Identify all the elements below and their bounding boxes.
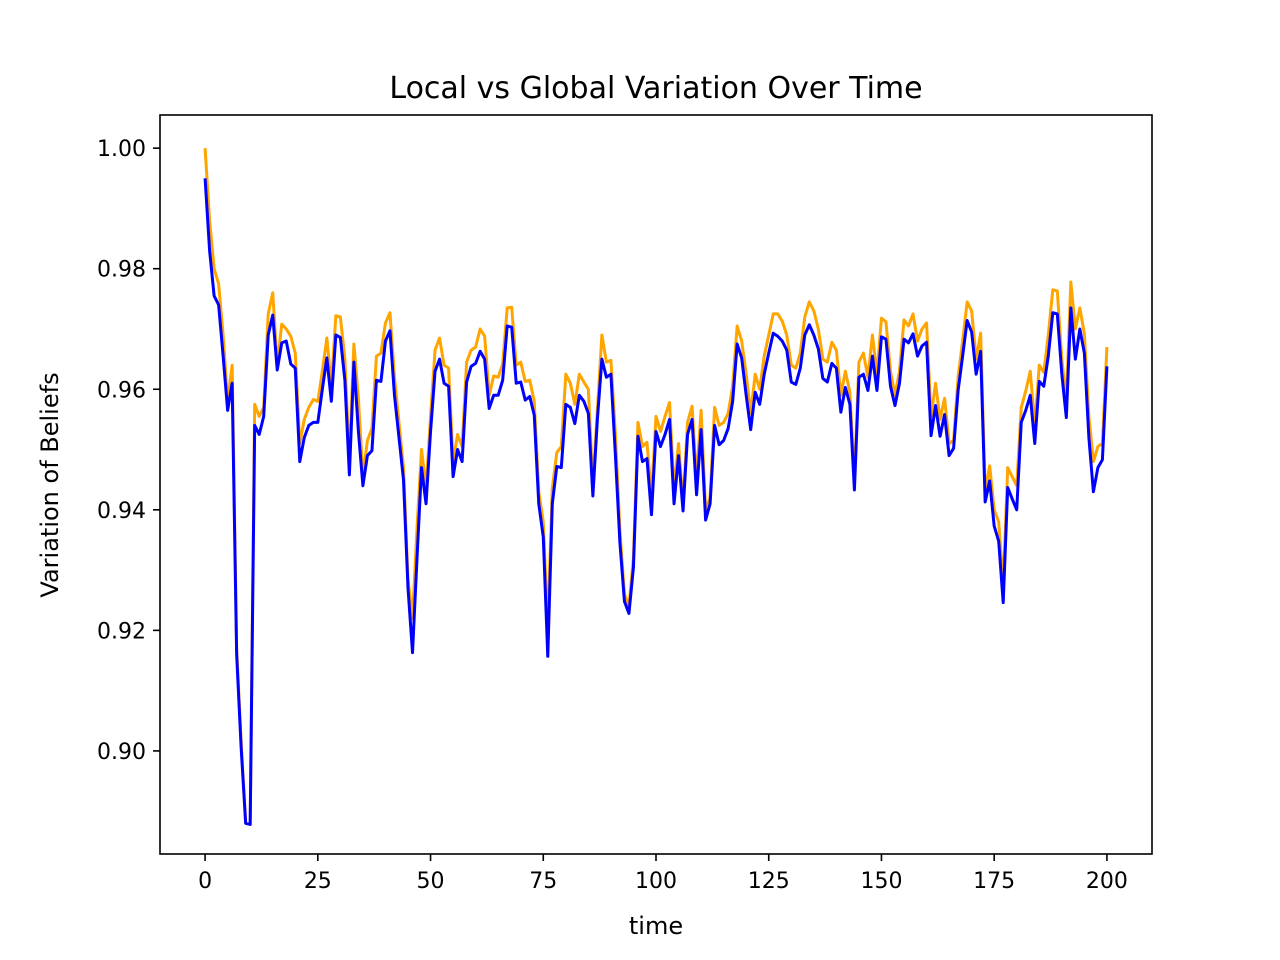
y-tick-label: 0.96 bbox=[97, 378, 146, 403]
x-axis-label: time bbox=[629, 912, 683, 940]
series-layer bbox=[203, 148, 1109, 826]
y-tick-label: 0.90 bbox=[97, 740, 146, 765]
x-tick-label: 25 bbox=[304, 869, 332, 894]
y-axis-label: Variation of Beliefs bbox=[36, 372, 64, 597]
y-tick-label: 1.00 bbox=[97, 137, 146, 162]
y-tick-label: 0.92 bbox=[97, 619, 146, 644]
x-tick-label: 150 bbox=[860, 869, 902, 894]
x-tick-label: 200 bbox=[1086, 869, 1128, 894]
x-axis: 0 25 50 75 100 125 150 175 200 bbox=[198, 854, 1128, 894]
y-axis: 0.90 0.92 0.94 0.96 0.98 1.00 bbox=[97, 137, 160, 765]
x-tick-label: 175 bbox=[973, 869, 1015, 894]
y-tick-label: 0.98 bbox=[97, 258, 146, 283]
chart-title: Local vs Global Variation Over Time bbox=[389, 71, 922, 106]
x-tick-label: 50 bbox=[417, 869, 445, 894]
series-line-2 bbox=[203, 178, 1109, 826]
x-tick-label: 125 bbox=[748, 869, 790, 894]
x-tick-label: 100 bbox=[635, 869, 677, 894]
y-tick-label: 0.94 bbox=[97, 499, 146, 524]
x-tick-label: 0 bbox=[198, 869, 212, 894]
x-tick-label: 75 bbox=[529, 869, 557, 894]
